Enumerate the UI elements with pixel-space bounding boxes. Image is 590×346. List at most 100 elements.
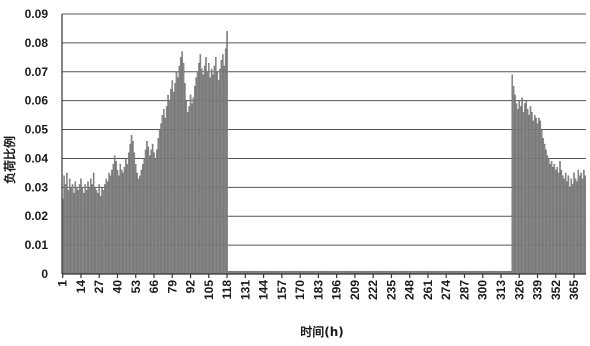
bar: [198, 62, 200, 275]
x-tick-label: 118: [220, 280, 234, 300]
bar: [158, 129, 161, 275]
bar: [219, 68, 221, 275]
bar: [526, 109, 529, 275]
bar: [150, 149, 152, 275]
bar: [70, 187, 72, 275]
bar: [156, 149, 158, 275]
bar: [188, 106, 190, 275]
bar: [172, 91, 175, 275]
bar: [538, 117, 540, 275]
bar: [562, 175, 564, 275]
y-tick-label: 0.03: [25, 180, 49, 194]
bar: [545, 149, 547, 275]
x-tick-label: 105: [202, 280, 216, 300]
bar: [133, 152, 136, 275]
bar: [569, 187, 571, 275]
bar: [175, 71, 178, 275]
bar: [518, 100, 521, 275]
bar: [101, 187, 103, 275]
bar: [98, 184, 100, 275]
bar: [564, 172, 567, 275]
bar: [123, 166, 126, 275]
bar: [71, 184, 74, 275]
bar: [74, 181, 77, 275]
bar: [222, 54, 224, 275]
bar: [63, 175, 65, 275]
x-tick-label: 53: [129, 280, 143, 294]
bar: [556, 166, 558, 275]
bar: [550, 161, 553, 275]
bar: [539, 120, 542, 275]
bar: [581, 178, 584, 275]
bar: [552, 166, 554, 275]
x-tick-label: 261: [421, 280, 435, 300]
bar: [570, 178, 572, 275]
bar: [147, 146, 150, 275]
x-tick-label: 183: [311, 280, 325, 300]
bar: [522, 112, 525, 275]
x-tick-label: 144: [257, 280, 271, 300]
y-tick-label: 0.07: [25, 65, 49, 79]
bar: [81, 187, 84, 275]
x-tick-label: 326: [512, 280, 526, 300]
bar: [153, 152, 155, 275]
bar: [154, 158, 157, 275]
bar: [174, 83, 176, 275]
bar: [191, 103, 193, 275]
bar: [531, 112, 533, 275]
bar: [99, 195, 102, 275]
bar: [205, 57, 207, 275]
bar: [208, 62, 210, 275]
y-tick-label: 0.02: [25, 209, 49, 223]
bar: [118, 175, 120, 275]
bar: [573, 172, 575, 275]
bar: [199, 54, 202, 275]
bar: [511, 74, 513, 275]
bar: [206, 71, 209, 275]
y-tick-label: 0: [41, 267, 48, 281]
bar: [217, 80, 220, 275]
bar: [195, 77, 197, 275]
bar: [532, 120, 535, 275]
bar: [533, 114, 536, 275]
bar: [223, 65, 226, 275]
bar: [514, 94, 516, 275]
y-tick-label: 0.05: [25, 123, 49, 137]
bar: [115, 161, 117, 275]
bar: [555, 169, 557, 275]
bar: [574, 178, 577, 275]
bar: [212, 74, 214, 275]
bar: [209, 77, 211, 275]
bar: [194, 86, 196, 275]
x-tick-label: 339: [531, 280, 545, 300]
x-tick-label: 313: [494, 280, 508, 300]
bar: [139, 175, 141, 275]
bar: [94, 187, 96, 275]
bar: [64, 184, 67, 275]
bar: [157, 138, 159, 275]
y-tick-label: 0.01: [25, 238, 49, 252]
bar: [566, 181, 568, 275]
bar: [149, 155, 151, 275]
bar: [517, 109, 519, 275]
bar: [102, 190, 105, 275]
y-axis-title: 负荷比例: [2, 136, 17, 184]
bar: [130, 135, 133, 275]
y-tick-label: 0.06: [25, 94, 49, 108]
bar: [559, 161, 561, 275]
bar: [68, 178, 71, 275]
x-tick-label: 352: [549, 280, 563, 300]
bar: [515, 103, 518, 275]
bar: [528, 114, 530, 275]
bar: [549, 164, 551, 275]
x-tick-label: 131: [238, 280, 252, 300]
bar: [113, 155, 116, 275]
bar: [178, 65, 181, 275]
bar: [563, 178, 565, 275]
x-tick-label: 274: [439, 280, 453, 300]
bar: [216, 71, 218, 275]
bar: [84, 184, 86, 275]
bar: [192, 97, 195, 275]
